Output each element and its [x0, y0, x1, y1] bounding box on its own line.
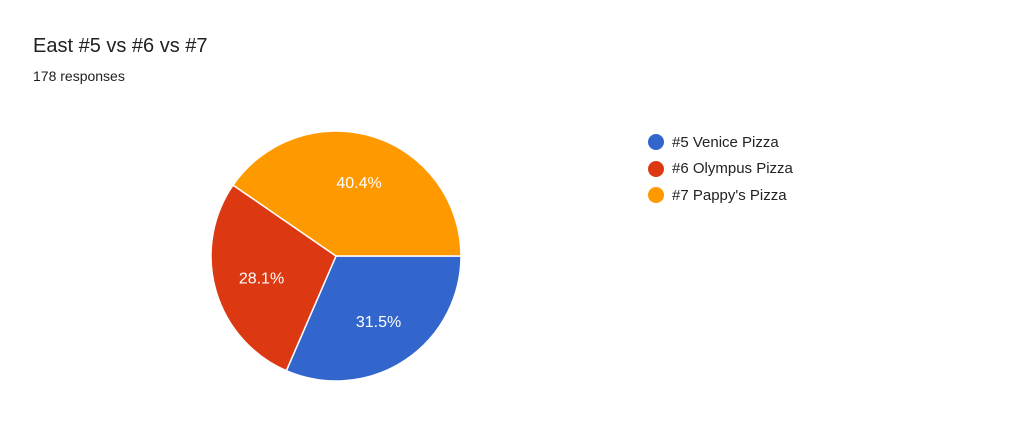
legend: #5 Venice Pizza #6 Olympus Pizza #7 Pappy'…	[648, 129, 793, 209]
legend-swatch	[648, 160, 664, 177]
legend-swatch	[648, 187, 664, 204]
legend-label: #5 Venice Pizza	[672, 133, 779, 151]
legend-label: #7 Pappy's Pizza	[672, 186, 787, 204]
legend-item: #7 Pappy's Pizza	[648, 182, 793, 209]
chart-title: East #5 vs #6 vs #7	[33, 35, 208, 57]
pie-slice-1	[285, 255, 462, 382]
slice-label: 28.1%	[239, 270, 284, 287]
response-count: 178 responses	[33, 68, 125, 84]
legend-item: #6 Olympus Pizza	[648, 156, 793, 183]
pie-slice-3	[232, 130, 462, 257]
pie-slice-2	[210, 184, 337, 372]
slice-label: 31.5%	[356, 314, 401, 331]
legend-swatch	[648, 134, 664, 151]
legend-label: #6 Olympus Pizza	[672, 160, 793, 178]
slice-label: 40.4%	[336, 175, 381, 192]
legend-item: #5 Venice Pizza	[648, 129, 793, 156]
